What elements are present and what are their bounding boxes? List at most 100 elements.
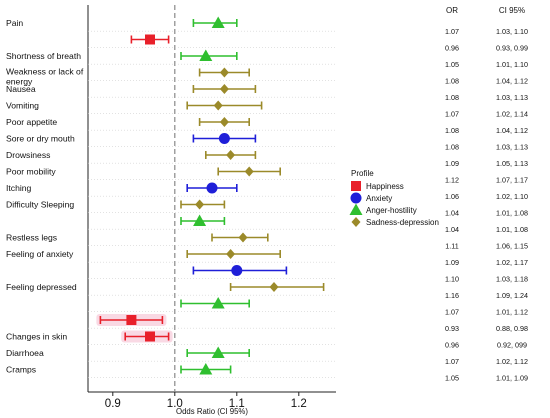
ci-value: 1.04, 1.12 — [496, 77, 528, 86]
row-label: Weakness or lack of — [6, 67, 84, 77]
row-label: Cramps — [6, 365, 36, 375]
point-estimate-diamond — [219, 67, 229, 78]
x-tick-label: 1.0 — [167, 398, 183, 410]
point-estimate-diamond — [213, 100, 223, 111]
x-axis-label: Odds Ratio (CI 95%) — [176, 407, 248, 416]
point-estimate-diamond — [238, 232, 248, 243]
point-estimate-square — [145, 34, 155, 45]
or-value: 1.11 — [445, 242, 458, 251]
row-label: Feeling depressed — [6, 282, 77, 292]
point-estimate-square — [145, 331, 155, 342]
or-value: 1.09 — [445, 258, 459, 267]
legend-label-anxiety: Anxiety — [366, 194, 392, 203]
stats-table: OR CI 95% 1.07 1.03, 1.10 0.96 0.93, 0.99 1.… — [445, 6, 528, 383]
point-estimate-circle — [206, 182, 218, 194]
legend-marker-anxiety — [350, 192, 362, 204]
ci-value: 1.02, 1.10 — [496, 192, 528, 201]
ci-value: 1.05, 1.13 — [496, 159, 528, 168]
or-value: 1.09 — [445, 159, 459, 168]
or-value: 1.06 — [445, 192, 459, 201]
row-label: Restless legs — [6, 233, 57, 243]
point-estimate-diamond — [219, 117, 229, 127]
or-value: 0.93 — [445, 324, 459, 333]
row-label: Pain — [6, 18, 23, 28]
point-estimate-diamond — [195, 199, 205, 210]
ci-value: 1.03, 1.13 — [496, 143, 528, 152]
or-value: 1.05 — [445, 374, 459, 383]
row-label: Itching — [6, 183, 32, 193]
x-tick-label: 1.2 — [291, 398, 307, 410]
ci-value: 1.01, 1.08 — [496, 209, 528, 218]
point-estimate-diamond — [226, 249, 236, 259]
ci-value: 1.03, 1.10 — [496, 27, 528, 36]
plot-area: 0.9 1.0 1.1 1.2 Odds Ratio (CI 95%) — [87, 5, 336, 416]
row-label: Vomiting — [6, 101, 39, 111]
row-labels: Pain Shortness of breath Weakness or lack … — [6, 18, 84, 375]
ci-value: 0.92, 099 — [497, 341, 527, 350]
or-value: 0.96 — [445, 44, 459, 53]
or-value: 1.07 — [445, 110, 459, 119]
ci-value: 1.03, 1.18 — [496, 275, 528, 284]
or-value: 0.96 — [445, 341, 459, 350]
or-value: 1.07 — [445, 308, 459, 317]
row-label: Feeling of anxiety — [6, 249, 74, 259]
ci-value: 1.02, 1.14 — [496, 110, 528, 119]
point-estimate-triangle — [193, 214, 207, 226]
or-value: 1.08 — [445, 126, 459, 135]
row-label: Sore or dry mouth — [6, 134, 75, 144]
ci-value: 1.02, 1.12 — [496, 357, 528, 366]
ci-value: 1.07, 1.17 — [496, 176, 528, 185]
ci-value: 1.01, 1.08 — [496, 225, 528, 234]
legend-label-happiness: Happiness — [366, 182, 404, 191]
or-value: 1.07 — [445, 357, 459, 366]
or-value: 1.05 — [445, 60, 459, 69]
point-estimate-triangle — [199, 49, 213, 61]
legend-marker-happiness — [351, 181, 361, 191]
or-value: 1.07 — [445, 27, 459, 36]
or-value: 1.04 — [445, 209, 459, 218]
x-tick-label: 0.9 — [105, 398, 121, 410]
or-value: 1.16 — [445, 291, 459, 300]
ci-value: 1.06, 1.15 — [496, 242, 528, 251]
x-tick-label: 1.1 — [229, 398, 245, 410]
point-estimate-circle — [231, 265, 243, 276]
row-label: Diarrhoea — [6, 348, 44, 358]
point-estimate-square — [126, 315, 137, 325]
point-estimate-circle — [218, 133, 230, 144]
legend-label-sadness: Sadness-depression — [366, 218, 439, 227]
legend-marker-sadness — [351, 217, 361, 227]
point-estimate-diamond — [269, 282, 279, 292]
data-marks — [88, 16, 336, 379]
row-label: Poor mobility — [6, 167, 56, 177]
point-estimate-diamond — [226, 150, 236, 160]
ci-value: 1.01, 1.09 — [496, 374, 528, 383]
row-label: Shortness of breath — [6, 51, 81, 61]
or-value: 1.08 — [445, 143, 459, 152]
point-estimate-triangle — [211, 297, 225, 309]
ci-column-header: CI 95% — [499, 6, 525, 15]
ci-value: 0.93, 0.99 — [496, 44, 528, 53]
or-column-header: OR — [446, 6, 458, 15]
or-value: 1.08 — [445, 77, 459, 86]
ci-value: 1.01, 1.10 — [496, 60, 528, 69]
row-label: Poor appetite — [6, 117, 57, 127]
ci-value: 1.09, 1.24 — [496, 291, 528, 300]
row-label-continued: energy — [6, 77, 33, 87]
ci-value: 0.88, 0.98 — [496, 324, 528, 333]
or-value: 1.08 — [445, 93, 459, 102]
or-value: 1.10 — [445, 275, 459, 284]
row-label: Changes in skin — [6, 332, 67, 342]
row-label: Difficulty Sleeping — [6, 200, 74, 210]
x-axis-ticks: 0.9 1.0 1.1 1.2 — [105, 392, 307, 410]
point-estimate-diamond — [244, 166, 254, 177]
or-value: 1.12 — [445, 176, 459, 185]
legend-title: Profile — [351, 169, 374, 178]
legend-label-anger: Anger-hostility — [366, 206, 417, 215]
legend-marker-anger — [349, 203, 363, 215]
ci-value: 1.02, 1.17 — [496, 258, 528, 267]
ci-value: 1.04, 1.12 — [496, 126, 528, 135]
point-estimate-triangle — [199, 363, 213, 375]
row-label: Nausea — [6, 84, 36, 94]
point-estimate-triangle — [211, 16, 225, 28]
